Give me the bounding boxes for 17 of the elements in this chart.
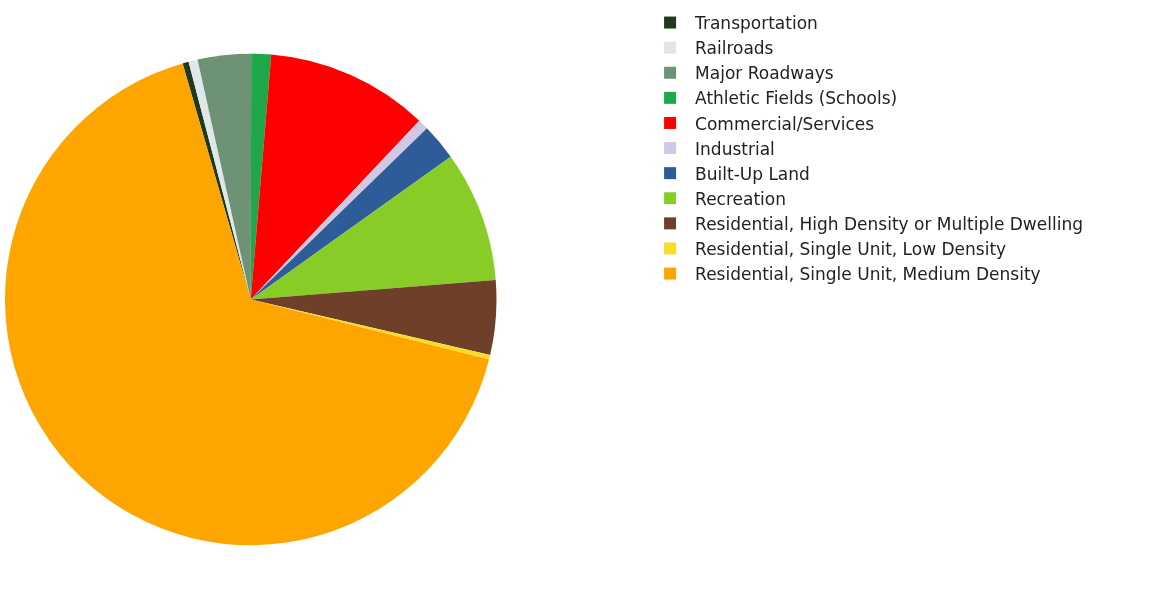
pie-slice — [5, 63, 490, 545]
pie-slice — [197, 53, 252, 300]
pie-slice — [250, 279, 497, 356]
legend-label: Major Roadways — [695, 63, 834, 84]
legend-label: Residential, Single Unit, Medium Density — [695, 264, 1041, 285]
legend-label: Railroads — [695, 38, 774, 59]
legend-label: Transportation — [694, 13, 818, 34]
legend-label: Industrial — [695, 138, 775, 159]
legend-label: Residential, High Density or Multiple Dwelling — [695, 213, 1083, 234]
pie-slice — [250, 54, 420, 300]
legend-label: Commercial/Services — [695, 113, 875, 134]
pie-slice — [250, 128, 451, 300]
legend-label: Recreation — [695, 188, 786, 209]
pie-slice — [250, 156, 496, 300]
legend-label: Built-Up Land — [695, 163, 810, 184]
legend-label: Athletic Fields (Schools) — [695, 88, 898, 109]
legend-label: Residential, Single Unit, Low Density — [695, 239, 1007, 260]
